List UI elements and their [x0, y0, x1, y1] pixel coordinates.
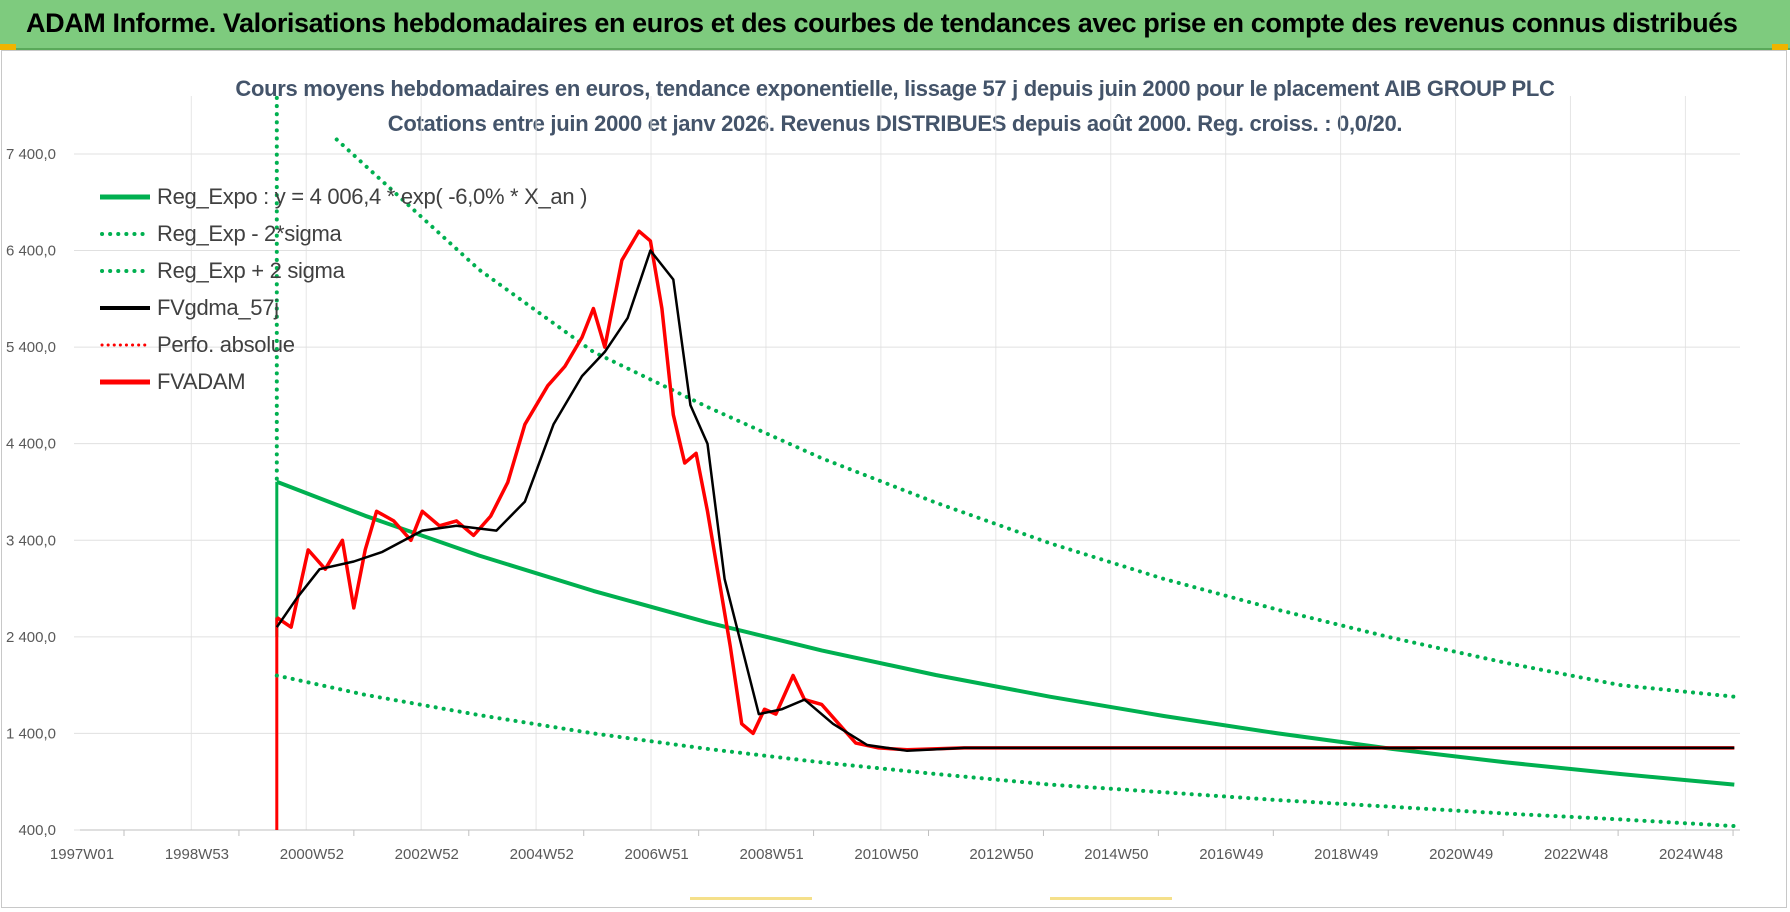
legend-label-reg-exp-plus: Reg_Exp + 2 sigma	[157, 257, 345, 283]
x-tick-label: 1998W53	[165, 846, 229, 863]
chart-title-line-2: Cotations entre juin 2000 et janv 2026. …	[387, 111, 1403, 136]
legend-item-reg-exp-plus: Reg_Exp + 2 sigma	[100, 252, 587, 289]
x-tick-label: 2020W49	[1429, 846, 1493, 863]
legend-swatch-reg-expo	[100, 194, 150, 199]
y-tick-label: 7 400,0	[6, 146, 56, 163]
y-tick-label: 400,0	[18, 822, 56, 839]
legend-label-fvgdma: FVgdma_57j	[157, 294, 279, 320]
report-banner: ADAM Informe. Valorisations hebdomadaire…	[0, 0, 1790, 50]
legend-label-reg-exp-minus: Reg_Exp - 2*sigma	[157, 220, 342, 246]
x-tick-label: 2018W49	[1314, 846, 1378, 863]
x-tick-label: 2014W50	[1084, 846, 1148, 863]
legend-swatch-fvgdma	[100, 305, 150, 310]
legend-item-perfo-absolue: Perfo. absolue	[100, 326, 587, 363]
chart-legend: Reg_Expo : y = 4 006,4 * exp( -6,0% * X_…	[100, 178, 587, 400]
x-tick-label: 2006W51	[625, 846, 689, 863]
legend-swatch-fvadam	[100, 379, 150, 384]
series-line-1	[274, 673, 1737, 829]
series-line-2	[334, 137, 1737, 699]
x-tick-label: 2010W50	[854, 846, 918, 863]
corner-marker-left	[0, 44, 16, 50]
legend-item-fvgdma: FVgdma_57j	[100, 289, 587, 326]
y-tick-label: 2 400,0	[6, 629, 56, 646]
x-tick-label: 2016W49	[1199, 846, 1263, 863]
y-tick-label: 1 400,0	[6, 725, 56, 742]
y-tick-label: 6 400,0	[6, 243, 56, 260]
x-tick-label: 2002W52	[395, 846, 459, 863]
x-tick-label: 2008W51	[739, 846, 803, 863]
legend-swatch-reg-exp-minus	[100, 231, 152, 236]
x-tick-label: 2024W48	[1659, 846, 1723, 863]
legend-item-fvadam: FVADAM	[100, 363, 587, 400]
legend-swatch-perfo-absolue	[100, 343, 152, 346]
bottom-marker-2	[1050, 897, 1172, 900]
x-tick-label: 2012W50	[969, 846, 1033, 863]
report-title: ADAM Informe. Valorisations hebdomadaire…	[26, 8, 1738, 38]
x-tick-label: 1997W01	[50, 846, 114, 863]
legend-swatch-reg-exp-plus	[100, 268, 152, 273]
chart-title-line-1: Cours moyens hebdomadaires en euros, ten…	[235, 76, 1555, 101]
legend-label-perfo-absolue: Perfo. absolue	[157, 331, 295, 357]
x-tick-label: 2000W52	[280, 846, 344, 863]
legend-label-reg-expo: Reg_Expo : y = 4 006,4 * exp( -6,0% * X_…	[157, 183, 588, 209]
legend-label-fvadam: FVADAM	[157, 368, 246, 394]
x-tick-label: 2004W52	[510, 846, 574, 863]
chart-frame	[1, 50, 1787, 908]
legend-item-reg-expo: Reg_Expo : y = 4 006,4 * exp( -6,0% * X_…	[100, 178, 587, 215]
x-tick-label: 2022W48	[1544, 846, 1608, 863]
corner-marker-right	[1772, 44, 1788, 50]
bottom-marker-1	[690, 897, 812, 900]
series-line-3	[275, 249, 1735, 753]
y-tick-label: 5 400,0	[6, 339, 56, 356]
y-tick-label: 3 400,0	[6, 532, 56, 549]
series-line-0	[276, 479, 1735, 787]
legend-item-reg-exp-minus: Reg_Exp - 2*sigma	[100, 215, 587, 252]
y-tick-label: 4 400,0	[6, 436, 56, 453]
